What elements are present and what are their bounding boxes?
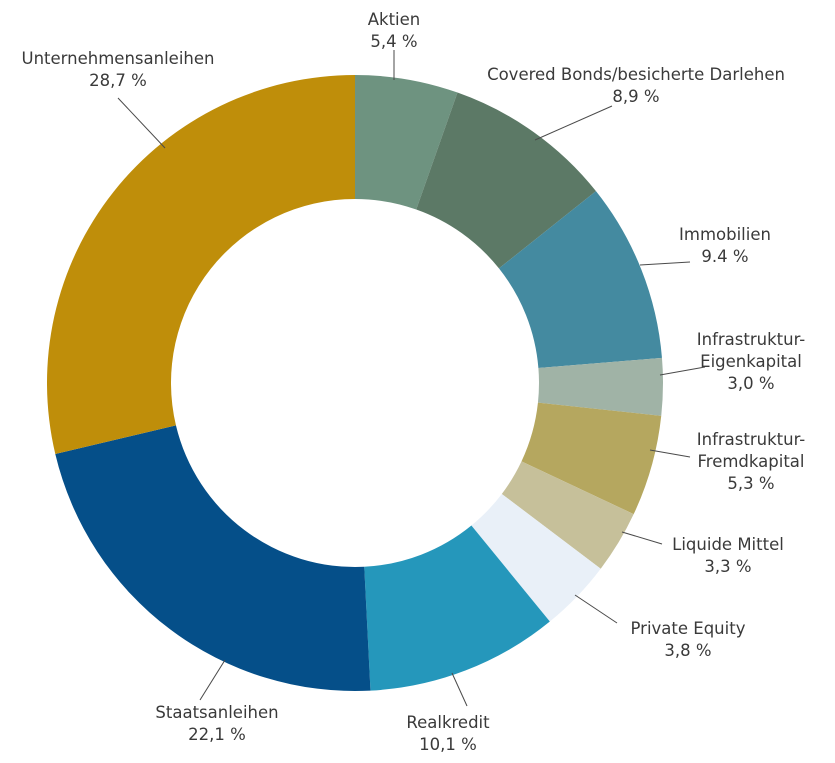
label-text: Staatsanleihen <box>155 703 278 722</box>
leader-line-covered-bonds-besicherte-darlehen <box>534 105 613 141</box>
label-infrastruktur-eigenkapital: Infrastruktur- Eigenkapital 3,0 % <box>697 330 806 393</box>
label-realkredit: Realkredit 10,1 % <box>406 713 490 754</box>
slice-realkredit <box>364 525 550 691</box>
value-label: 28,7 % <box>89 71 147 90</box>
slice-aktien <box>355 75 458 210</box>
value-label: 3,0 % <box>727 374 774 393</box>
value-label: 8,9 % <box>612 87 659 106</box>
label-text: Unternehmensanleihen <box>22 49 215 68</box>
label-covered-bonds-besicherte-darlehen: Covered Bonds/besicherte Darlehen 8,9 % <box>487 65 785 106</box>
label-text: Infrastruktur- <box>697 330 806 349</box>
slice-immobilien <box>498 191 662 368</box>
leader-line-private-equity <box>574 594 618 624</box>
leader-line-realkredit <box>451 672 468 707</box>
leader-line-unternehmensanleihen <box>117 97 166 149</box>
value-label: 3,8 % <box>664 641 711 660</box>
label-text: Liquide Mittel <box>672 535 784 554</box>
leader-line-immobilien <box>639 261 691 266</box>
label-liquide-mittel: Liquide Mittel 3,3 % <box>672 535 784 576</box>
value-label: 9.4 % <box>701 247 748 266</box>
slice-private-equity <box>471 493 601 622</box>
slices-group <box>47 75 663 691</box>
label-staatsanleihen: Staatsanleihen 22,1 % <box>155 703 278 744</box>
value-label: 10,1 % <box>419 735 477 754</box>
leader-line-infrastruktur-fremdkapital <box>649 449 691 458</box>
value-label: 22,1 % <box>188 725 246 744</box>
labels-group: Aktien 5,4 % Covered Bonds/besicherte Darl… <box>22 10 806 754</box>
slice-infrastruktur-fremdkapital <box>521 402 662 515</box>
slice-liquide-mittel <box>501 461 634 569</box>
label-text: Realkredit <box>406 713 490 732</box>
label-aktien: Aktien 5,4 % <box>368 10 421 51</box>
label-text: Fremdkapital <box>697 452 804 471</box>
label-text: Aktien <box>368 10 421 29</box>
leader-line-staatsanleihen <box>199 659 226 701</box>
label-infrastruktur-fremdkapital: Infrastruktur- Fremdkapital 5,3 % <box>697 430 806 493</box>
leader-lines-group <box>117 50 706 707</box>
slice-covered-bonds-besicherte-darlehen <box>416 92 596 269</box>
label-unternehmensanleihen: Unternehmensanleihen 28,7 % <box>22 49 215 90</box>
label-immobilien: Immobilien 9.4 % <box>679 225 771 266</box>
label-text: Covered Bonds/besicherte Darlehen <box>487 65 785 84</box>
leader-line-liquide-mittel <box>621 531 663 545</box>
slice-staatsanleihen <box>55 425 371 691</box>
label-text: Eigenkapital <box>700 352 802 371</box>
label-text: Infrastruktur- <box>697 430 806 449</box>
leader-line-infrastruktur-eigenkapital <box>659 366 706 376</box>
slice-unternehmensanleihen <box>47 75 356 454</box>
value-label: 5,4 % <box>370 32 417 51</box>
label-text: Private Equity <box>631 619 746 638</box>
label-text: Immobilien <box>679 225 771 244</box>
slice-infrastruktur-eigenkapital <box>537 357 663 416</box>
value-label: 5,3 % <box>727 474 774 493</box>
value-label: 3,3 % <box>704 557 751 576</box>
label-private-equity: Private Equity 3,8 % <box>631 619 746 660</box>
